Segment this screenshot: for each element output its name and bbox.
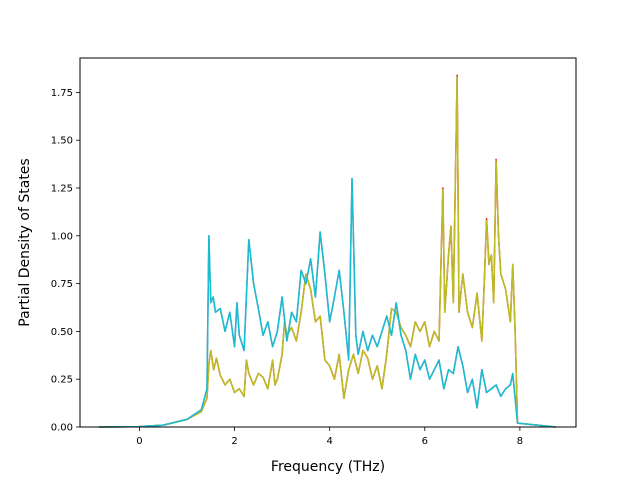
series-line-1 [99,74,556,428]
x-tick-label: 8 [517,436,523,447]
x-axis-ticks: 0 2 4 6 8 [136,427,523,447]
x-tick-label: 0 [136,436,142,447]
series-line-3 [99,76,556,428]
y-tick-label: 0.75 [51,279,73,290]
series-line-4 [99,177,556,428]
x-tick-label: 2 [231,436,237,447]
x-tick-label: 4 [326,436,332,447]
y-tick-label: 0.25 [51,375,73,386]
y-tick-label: 1.75 [51,88,73,99]
y-tick-label: 1.00 [51,231,73,242]
y-tick-label: 0.00 [51,423,73,434]
x-tick-label: 6 [422,436,428,447]
y-tick-label: 1.25 [51,184,73,195]
y-tick-label: 1.50 [51,136,73,147]
y-tick-label: 0.50 [51,327,73,338]
series-layer [99,74,556,428]
y-axis-ticks: 0.00 0.25 0.50 0.75 1.00 1.25 1.50 1.75 [51,88,80,434]
plot-frame [79,57,577,428]
x-axis-label: Frequency (THz) [271,459,385,475]
y-axis-label: Partial Density of States [17,158,33,326]
